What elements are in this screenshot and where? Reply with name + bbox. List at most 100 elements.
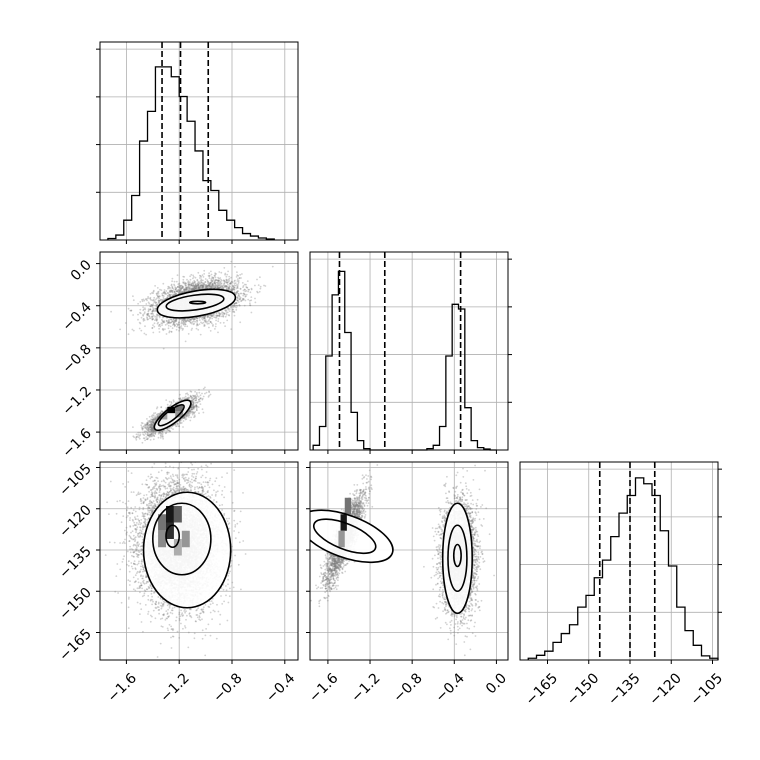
scatter-p0-p1-point (150, 423, 153, 426)
scatter-p0-p1-point (193, 288, 195, 291)
scatter-p0-p1-point (153, 322, 156, 325)
scatter-p0-p1-point (155, 307, 157, 310)
scatter-p0-p1-point (194, 320, 197, 323)
scatter-p0-p1-point (184, 319, 187, 322)
scatter-p0-p1-point (139, 301, 142, 303)
scatter-p0-p1-point (170, 331, 173, 333)
scatter-p0-p1-point (206, 286, 209, 289)
scatter-p0-p1-point (179, 326, 182, 328)
scatter-p0-p1-point (221, 311, 224, 313)
scatter-p0-p1-point (182, 323, 185, 325)
scatter-p0-p1-point (254, 297, 256, 300)
scatter-p0-p1-point (238, 297, 241, 300)
scatter-p0-p1-point (192, 287, 194, 290)
scatter-p0-p1-point (189, 275, 192, 278)
scatter-p0-p1-point (204, 281, 207, 283)
scatter-p0-p1-point (189, 283, 192, 286)
scatter-p0-p1-point (154, 432, 157, 435)
scatter-p0-p1-point (192, 318, 195, 320)
scatter-p0-p1-point (193, 322, 196, 325)
scatter-p0-p1-point (212, 278, 215, 281)
scatter-p0-p1-point (152, 331, 155, 334)
scatter-p0-p1-point (171, 290, 174, 293)
scatter-p0-p1-point (227, 287, 230, 289)
scatter-p0-p1-point (202, 284, 205, 287)
scatter-p0-p1-point (186, 318, 189, 321)
scatter-p0-p1-point (194, 284, 197, 287)
scatter-p0-p1-point (228, 280, 231, 282)
hist-p2-frame (519, 461, 719, 661)
scatter-p0-p1-point (167, 322, 170, 324)
scatter-p0-p1-point (167, 287, 169, 290)
scatter-p0-p1-point (207, 285, 210, 288)
scatter-p0-p1-point (233, 310, 235, 313)
scatter-p0-p1-point (154, 301, 157, 304)
scatter-p0-p1-point (210, 284, 213, 286)
scatter-p0-p1-point (179, 286, 181, 289)
scatter-p0-p1-point (238, 294, 240, 297)
scatter-p0-p1-point (211, 313, 214, 316)
scatter-p0-p1-point (198, 285, 201, 288)
scatter-p0-p1-point (183, 322, 186, 325)
scatter-p0-p1-point (183, 321, 186, 324)
scatter-p0-p1-point (214, 273, 217, 276)
scatter-p0-p1-point (165, 431, 168, 434)
scatter-p0-p1-point (236, 286, 239, 288)
scatter-p0-p1-point (191, 317, 194, 320)
scatter-p0-p1-point (176, 274, 179, 277)
scatter-p0-p1-point (182, 278, 185, 281)
scatter-p0-p1-point (228, 314, 231, 317)
scatter-p0-p1-point (188, 318, 191, 320)
scatter-p0-p1-point (203, 317, 206, 320)
scatter-p0-p1-point (218, 286, 221, 289)
scatter-p0-p1-point (148, 315, 151, 317)
scatter-p0-p1-point (227, 287, 230, 290)
scatter-p0-p1-point (231, 305, 234, 308)
scatter-p0-p1-point (211, 280, 214, 283)
scatter-p0-p1-point (208, 277, 211, 279)
scatter-p0-p1-point (153, 310, 155, 313)
scatter-p0-p1-point (151, 312, 154, 315)
scatter-p0-p1-points (110, 260, 274, 444)
scatter-p0-p1-point (160, 289, 163, 291)
scatter-p0-p1-point (143, 332, 146, 335)
scatter-p0-p1-point (216, 283, 219, 285)
scatter-p0-p1-point (152, 299, 155, 302)
scatter-p0-p1-point (228, 283, 231, 285)
scatter-p0-p1-point (188, 284, 191, 287)
scatter-p0-p1-point (211, 277, 214, 280)
scatter-p0-p1-point (198, 287, 201, 289)
scatter-p0-p1-point (212, 276, 215, 279)
scatter-p0-p1-point (146, 426, 149, 429)
scatter-p0-p1-point (156, 318, 159, 321)
scatter-p0-p1-point (223, 312, 226, 315)
scatter-p0-p1-point (227, 278, 230, 281)
scatter-p0-p1-point (230, 289, 233, 292)
scatter-p0-p1-point (191, 288, 194, 291)
scatter-p0-p1-point (236, 290, 239, 293)
scatter-p0-p1-point (208, 284, 210, 287)
scatter-p0-p1-point (231, 281, 234, 284)
scatter-p0-p1-point (208, 314, 211, 317)
scatter-p0-p1-point (224, 315, 227, 318)
scatter-p0-p1-point (135, 433, 138, 436)
scatter-p0-p1-point (199, 284, 202, 287)
scatter-p0-p1-point (175, 280, 178, 283)
scatter-p0-p1-point (236, 291, 238, 293)
scatter-p0-p1-point (151, 432, 154, 434)
scatter-p0-p1-point (141, 441, 144, 444)
scatter-p0-p1-point (198, 284, 201, 287)
scatter-p0-p1-point (183, 318, 186, 321)
scatter-p0-p1-point (144, 325, 146, 328)
scatter-p0-p1-point (153, 325, 156, 328)
scatter-p0-p1-point (187, 281, 189, 283)
scatter-p0-p1-point (167, 292, 170, 295)
scatter-p0-p1-point (216, 287, 219, 289)
scatter-p0-p1-point (164, 328, 166, 331)
scatter-p0-p1-point (182, 320, 185, 323)
scatter-p0-p1-point (168, 294, 171, 296)
scatter-p0-p1-point (150, 427, 153, 430)
scatter-p0-p1-point (178, 291, 181, 293)
scatter-p0-p1-point (200, 281, 203, 284)
scatter-p0-p1-point (214, 316, 217, 319)
